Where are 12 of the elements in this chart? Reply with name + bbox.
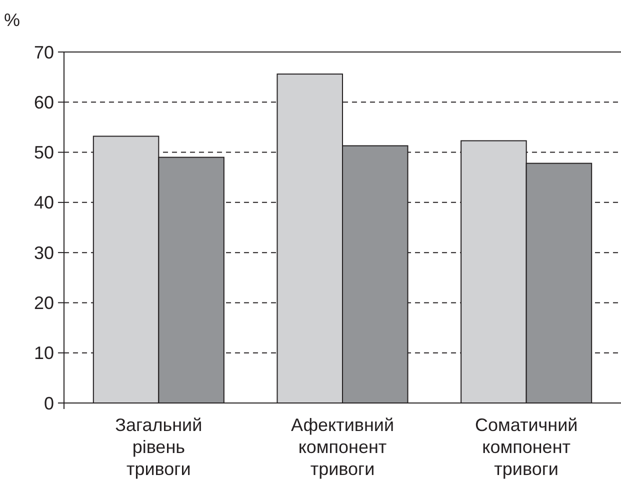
x-tick-label: Афективний компонент тривоги — [290, 415, 394, 479]
y-axis-title: % — [4, 10, 20, 30]
y-tick-label: 0 — [44, 393, 54, 414]
y-tick-label: 20 — [34, 293, 54, 314]
y-tick-label: 10 — [34, 343, 54, 364]
y-tick-label: 70 — [34, 42, 54, 62]
y-tick-label: 40 — [34, 192, 54, 213]
x-tick-label: Загальний рівень тривоги — [115, 415, 202, 479]
x-tick-label: Соматичний компонент тривоги — [474, 415, 578, 479]
y-tick-label: 60 — [34, 92, 54, 112]
y-tick-label: 30 — [34, 242, 54, 263]
y-tick-label: 50 — [34, 142, 54, 163]
